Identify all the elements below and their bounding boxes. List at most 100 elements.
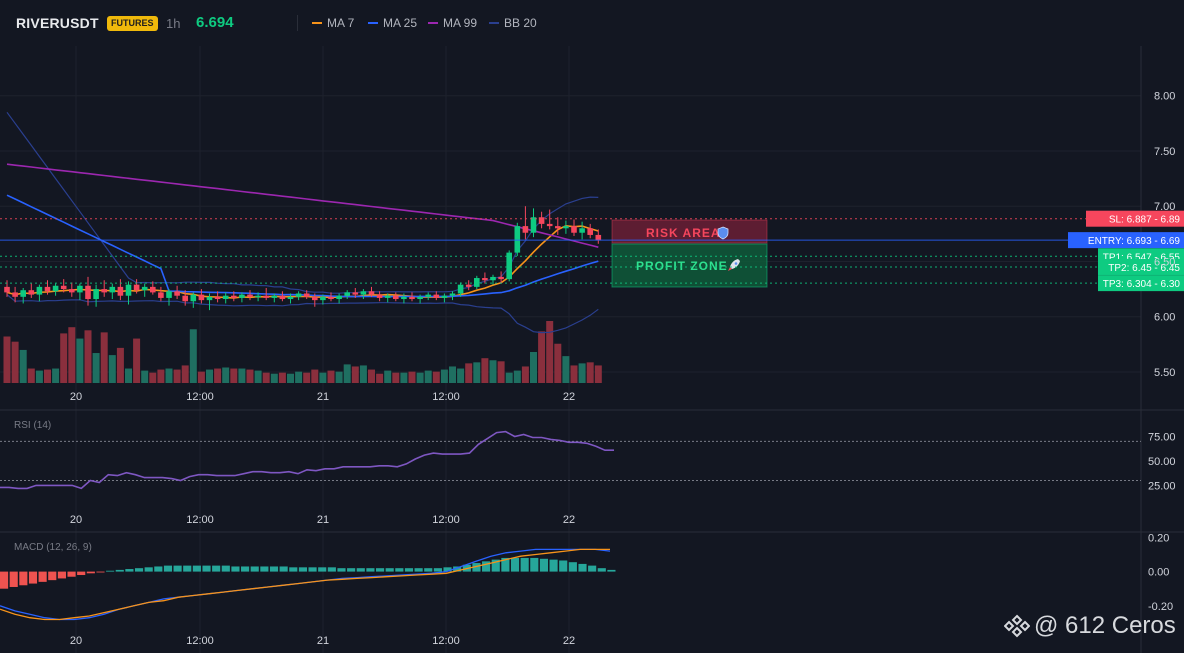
candle[interactable] (368, 286, 375, 297)
candle[interactable] (20, 287, 26, 304)
candle[interactable] (198, 289, 205, 304)
candle[interactable] (93, 284, 99, 307)
price-tick-label: 6.50 (1154, 256, 1175, 268)
candle[interactable] (109, 283, 116, 300)
candle[interactable] (150, 281, 156, 295)
volume-bar (351, 366, 359, 383)
candle[interactable] (538, 211, 545, 229)
candle[interactable] (133, 279, 140, 294)
candle[interactable] (287, 293, 294, 304)
legend-ma25[interactable]: MA 25 (368, 16, 417, 30)
legend-ma99[interactable]: MA 99 (428, 16, 477, 30)
candle[interactable] (555, 217, 561, 235)
candle[interactable] (158, 286, 164, 302)
candle[interactable] (352, 287, 359, 298)
risk-zone[interactable]: RISK AREA (611, 219, 768, 244)
candle[interactable] (457, 282, 464, 297)
candle[interactable] (571, 219, 577, 237)
macd-histogram-bar (356, 568, 365, 572)
candle[interactable] (579, 221, 585, 240)
candle[interactable] (295, 291, 302, 301)
candle[interactable] (279, 291, 286, 302)
tp3-price-tag[interactable]: TP3: 6.304 - 6.30 (1098, 275, 1184, 292)
candle[interactable] (514, 222, 521, 256)
candle[interactable] (36, 284, 43, 302)
symbol-name[interactable]: RIVERUSDT (16, 15, 99, 31)
candle[interactable] (247, 290, 253, 301)
candle[interactable] (85, 276, 91, 306)
candle[interactable] (401, 293, 407, 304)
candle[interactable] (522, 206, 529, 240)
candle[interactable] (595, 229, 602, 244)
macd-histogram-bar (221, 565, 230, 572)
candle[interactable] (441, 293, 448, 303)
volume-bar (343, 364, 351, 383)
candle[interactable] (449, 291, 456, 301)
candle[interactable] (336, 293, 342, 304)
candle[interactable] (376, 291, 383, 302)
price-tick-label: 8.00 (1154, 91, 1175, 103)
candle[interactable] (303, 290, 310, 300)
candle[interactable] (409, 292, 415, 302)
candle[interactable] (125, 281, 132, 305)
candle[interactable] (28, 283, 35, 298)
macd-histogram-bar (375, 568, 385, 572)
volume-bar (197, 371, 205, 383)
candle[interactable] (166, 289, 172, 306)
volume-bar (84, 330, 92, 383)
candle[interactable] (465, 280, 472, 291)
candle[interactable] (328, 292, 334, 302)
candle[interactable] (563, 220, 569, 234)
candle[interactable] (482, 272, 488, 284)
candle[interactable] (12, 286, 18, 303)
candle[interactable] (190, 292, 197, 308)
candle[interactable] (141, 283, 148, 297)
candle[interactable] (117, 279, 124, 301)
candle[interactable] (271, 293, 278, 303)
candle[interactable] (433, 291, 440, 301)
macd-histogram-bar (472, 563, 481, 572)
candle[interactable] (474, 275, 480, 290)
candle[interactable] (530, 208, 537, 238)
candle[interactable] (320, 294, 326, 305)
candle[interactable] (231, 291, 237, 302)
candle[interactable] (101, 280, 107, 297)
candle[interactable] (360, 289, 367, 300)
candle[interactable] (44, 280, 51, 295)
candle[interactable] (214, 291, 221, 303)
candle[interactable] (546, 209, 553, 230)
candle[interactable] (393, 292, 399, 302)
candle[interactable] (206, 293, 213, 311)
volume-bar (359, 365, 367, 383)
candle[interactable] (263, 287, 269, 301)
candle[interactable] (498, 271, 504, 284)
candle[interactable] (506, 250, 512, 282)
candle[interactable] (69, 282, 75, 297)
profit-zone[interactable]: PROFIT ZONE (611, 243, 768, 288)
candle[interactable] (490, 274, 496, 285)
candle[interactable] (52, 283, 59, 296)
candle[interactable] (312, 293, 318, 307)
candle[interactable] (384, 293, 391, 303)
legend-ma7[interactable]: MA 7 (312, 16, 354, 30)
candle[interactable] (77, 283, 83, 301)
rsi-tick-label: 25.00 (1148, 480, 1176, 492)
candle[interactable] (60, 279, 67, 293)
volume-bar (392, 372, 400, 383)
candle[interactable] (174, 285, 180, 300)
sl-price-tag[interactable]: SL: 6.887 - 6.89 (1086, 210, 1184, 227)
candle[interactable] (222, 292, 229, 304)
macd-histogram-bar (433, 568, 442, 572)
tp2-price-tag[interactable]: TP2: 6.45 - 6.45 (1098, 258, 1184, 275)
candle[interactable] (344, 290, 350, 300)
entry-price-tag[interactable]: ENTRY: 6.693 - 6.69 (1068, 232, 1184, 249)
candle[interactable] (239, 292, 245, 303)
candle[interactable] (255, 292, 261, 302)
candle[interactable] (182, 290, 188, 306)
candle[interactable] (587, 223, 593, 239)
legend-bb20[interactable]: BB 20 (489, 16, 537, 30)
candle[interactable] (425, 292, 431, 301)
candle[interactable] (417, 294, 423, 304)
interval-selector[interactable]: 1h (166, 16, 181, 31)
